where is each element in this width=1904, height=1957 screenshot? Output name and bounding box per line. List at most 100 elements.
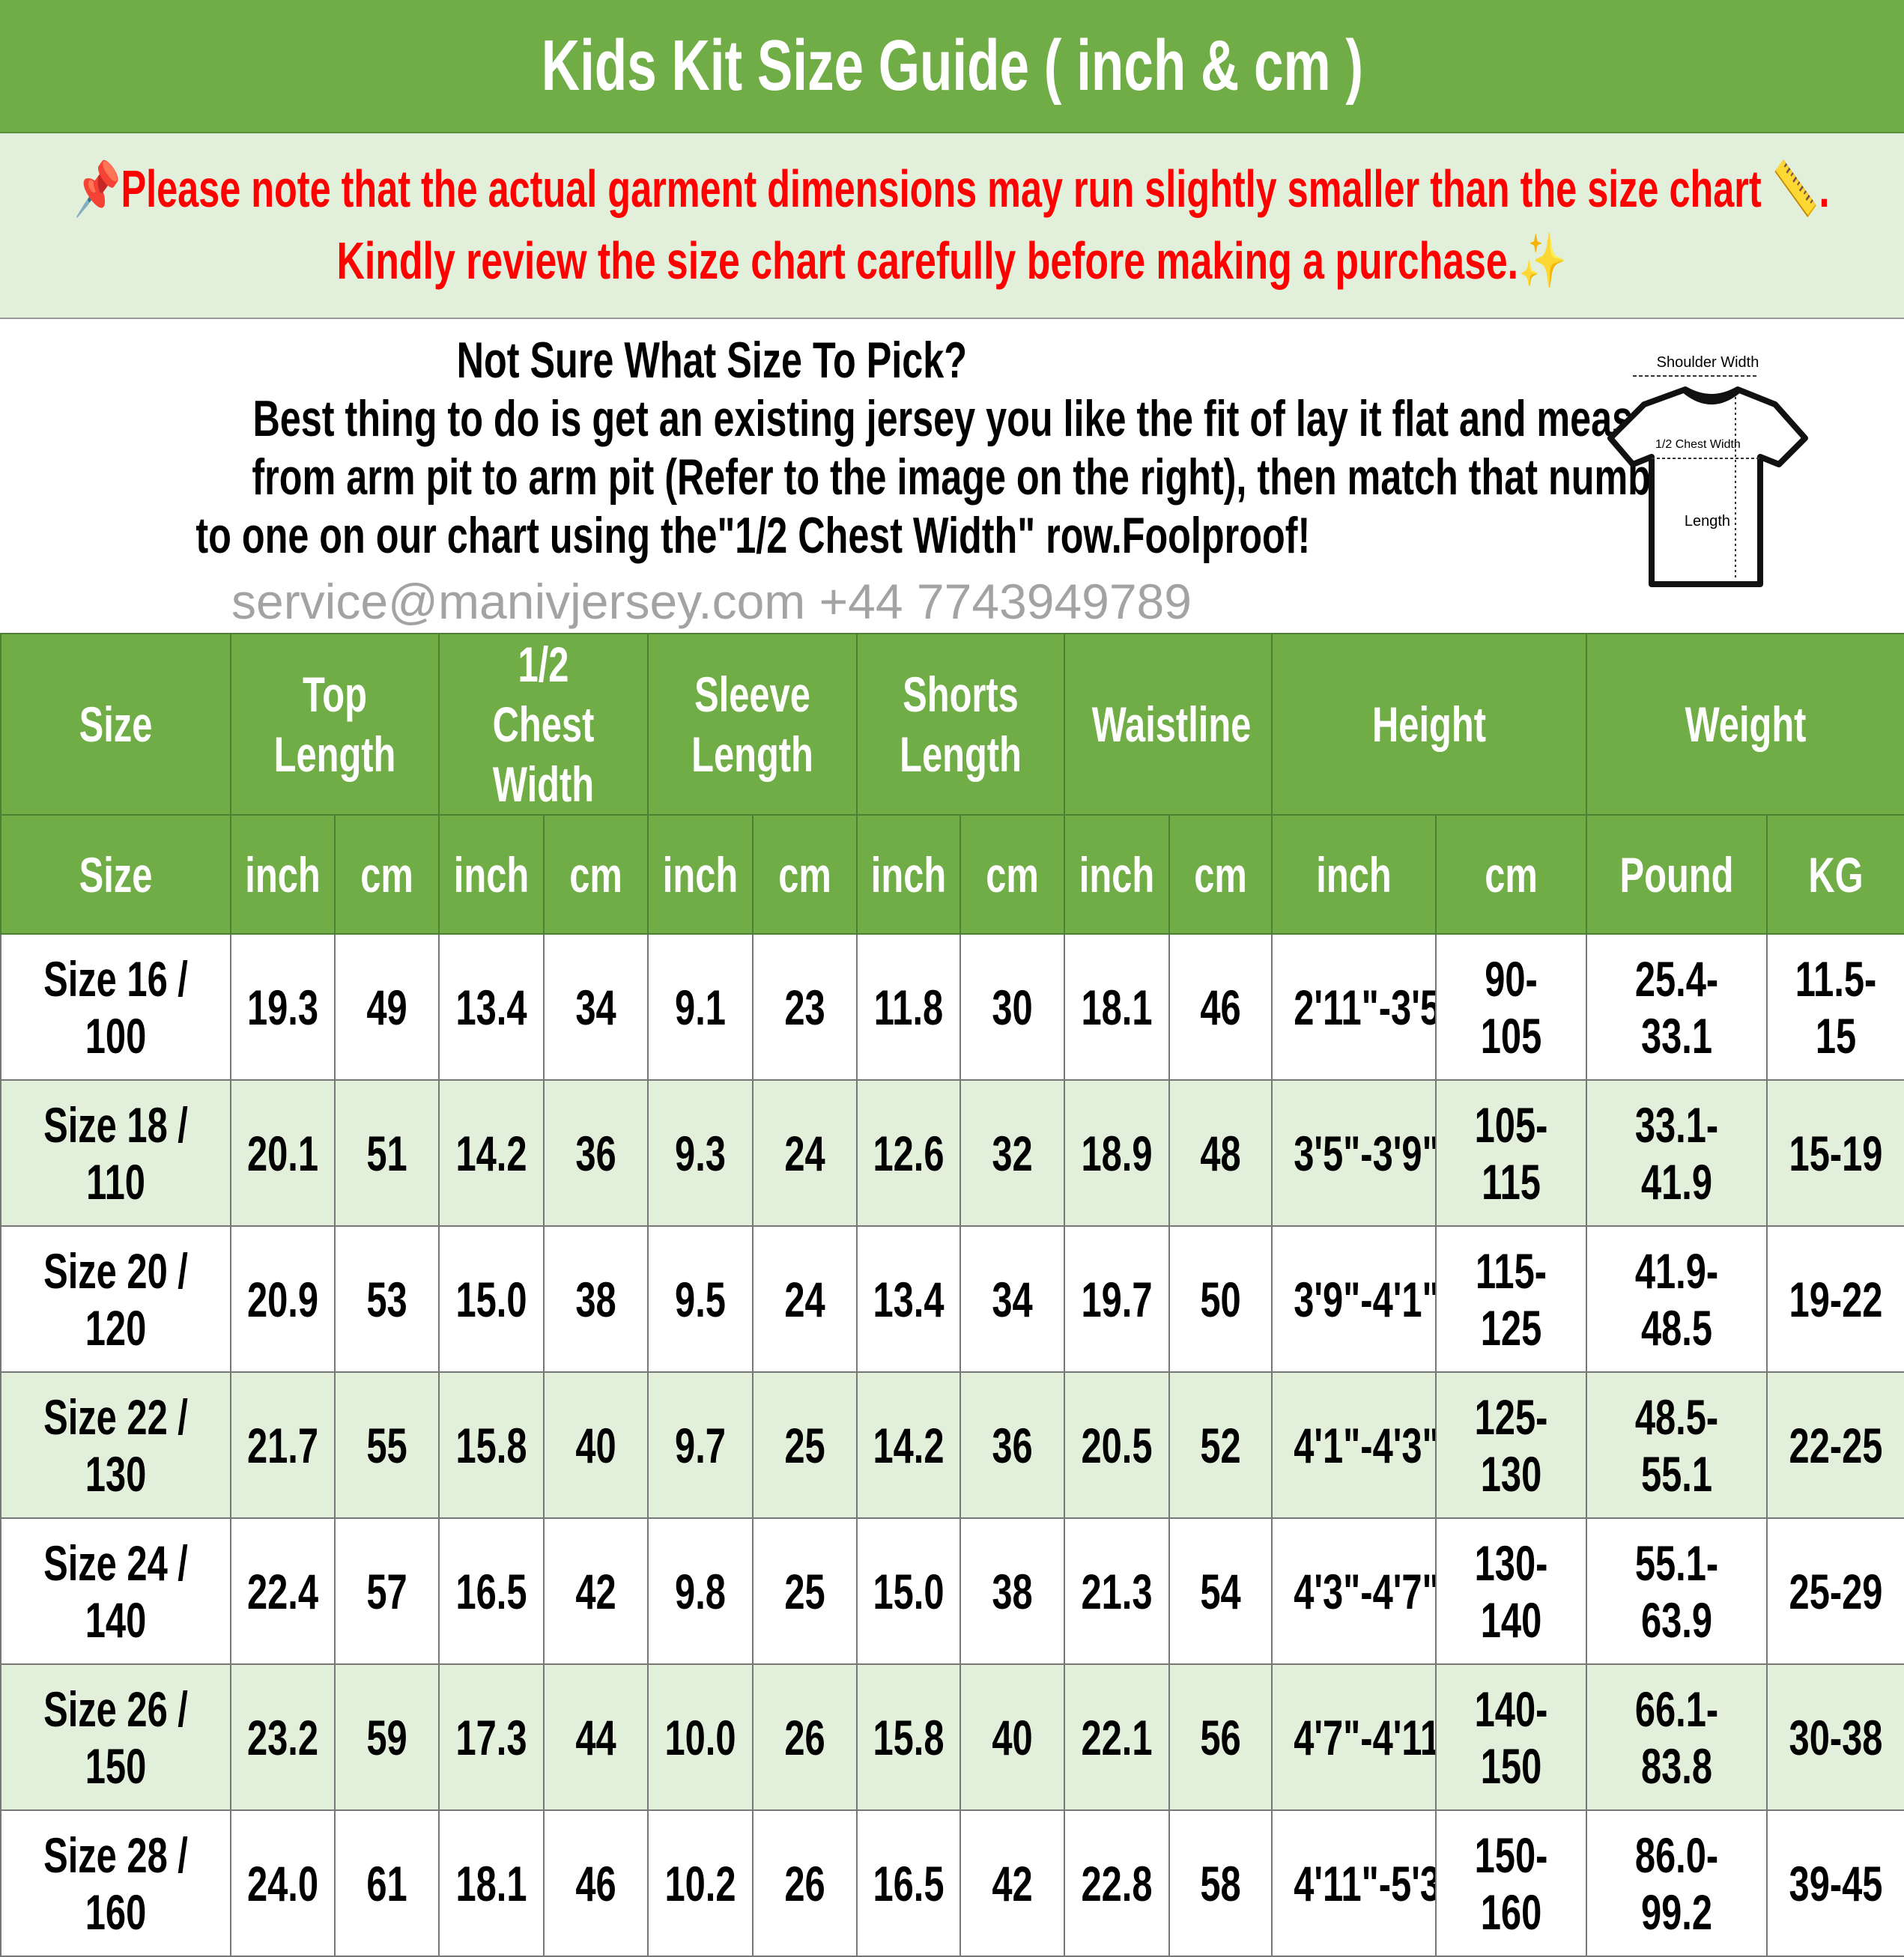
intro-line: from arm pit to arm pit (Refer to the im…: [252, 449, 1687, 506]
value-cell: 15-19: [1766, 1079, 1904, 1227]
value-cell: 115-125: [1435, 1225, 1588, 1373]
size-cell: Size 22 / 130: [0, 1371, 231, 1519]
unit-header: inch: [438, 814, 545, 935]
value-cell: 9.3: [647, 1079, 754, 1227]
size-cell: Size 28 / 160: [0, 1809, 231, 1957]
size-cell: Size 20 / 120: [0, 1225, 231, 1373]
value-cell: 130-140: [1435, 1517, 1588, 1665]
value-cell: 38: [959, 1517, 1066, 1665]
value-cell: 22-25: [1766, 1371, 1904, 1519]
value-cell: 9.1: [647, 933, 754, 1081]
size-cell: Size 26 / 150: [0, 1663, 231, 1811]
shoulder-width-label: Shoulder Width: [1657, 354, 1759, 371]
value-cell: 26: [752, 1663, 858, 1811]
value-cell: 15.8: [856, 1663, 962, 1811]
intro-heading: Not Sure What Size To Pick?: [456, 332, 967, 389]
value-cell: 9.8: [647, 1517, 754, 1665]
unit-header: KG: [1766, 814, 1904, 935]
value-cell: 15.8: [438, 1371, 545, 1519]
tshirt-diagram: Shoulder Width 1/2 Chest Width Length: [1607, 354, 1808, 587]
value-cell: 125-130: [1435, 1371, 1588, 1519]
value-cell: 9.7: [647, 1371, 754, 1519]
value-cell: 3'5"-3'9": [1271, 1079, 1437, 1227]
value-cell: 25-29: [1766, 1517, 1904, 1665]
value-cell: 150-160: [1435, 1809, 1588, 1957]
value-cell: 46: [542, 1809, 649, 1957]
value-cell: 21.7: [230, 1371, 336, 1519]
table-row: Size 20 / 120 20.9 53 15.0 38 9.5 24 13.4 34 19.7…: [0, 1225, 1904, 1373]
group-header: Size: [0, 633, 231, 816]
value-cell: 90-105: [1435, 933, 1588, 1081]
value-cell: 48: [1168, 1079, 1273, 1227]
value-cell: 19-22: [1766, 1225, 1904, 1373]
unit-header: cm: [959, 814, 1066, 935]
value-cell: 56: [1168, 1663, 1273, 1811]
value-cell: 53: [334, 1225, 440, 1373]
value-cell: 20.5: [1064, 1371, 1171, 1519]
value-cell: 24: [752, 1225, 858, 1373]
value-cell: 42: [542, 1517, 649, 1665]
value-cell: 18.9: [1064, 1079, 1171, 1227]
value-cell: 55.1-63.9: [1586, 1517, 1768, 1665]
value-cell: 20.9: [230, 1225, 336, 1373]
value-cell: 59: [334, 1663, 440, 1811]
value-cell: 34: [542, 933, 649, 1081]
size-table: Size Top Length 1/2 Chest Width Sleeve Leng…: [0, 633, 1904, 1957]
value-cell: 25.4-33.1: [1586, 933, 1768, 1081]
value-cell: 42: [959, 1809, 1066, 1957]
unit-header: inch: [230, 814, 336, 935]
value-cell: 11.8: [856, 933, 962, 1081]
note-line-1: Please note that the actual garment dime…: [121, 160, 1762, 218]
value-cell: 23: [752, 933, 858, 1081]
value-cell: 18.1: [1064, 933, 1171, 1081]
value-cell: 40: [959, 1663, 1066, 1811]
value-cell: 19.3: [230, 933, 336, 1081]
value-cell: 24: [752, 1079, 858, 1227]
value-cell: 14.2: [438, 1079, 545, 1227]
value-cell: 20.1: [230, 1079, 336, 1227]
value-cell: 33.1-41.9: [1586, 1079, 1768, 1227]
value-cell: 16.5: [438, 1517, 545, 1665]
value-cell: 54: [1168, 1517, 1273, 1665]
ruler-icon: 📏: [1772, 160, 1819, 218]
value-cell: 3'9"-4'1": [1271, 1225, 1437, 1373]
value-cell: 55: [334, 1371, 440, 1519]
value-cell: 34: [959, 1225, 1066, 1373]
value-cell: 10.2: [647, 1809, 754, 1957]
value-cell: 15.0: [438, 1225, 545, 1373]
chest-width-label: 1/2 Chest Width: [1655, 438, 1741, 451]
value-cell: 22.4: [230, 1517, 336, 1665]
unit-header: Size: [0, 814, 231, 935]
value-cell: 13.4: [438, 933, 545, 1081]
note-line-2: Kindly review the size chart carefully b…: [336, 231, 1519, 290]
unit-header: cm: [334, 814, 440, 935]
value-cell: 14.2: [856, 1371, 962, 1519]
header-group-row: Size Top Length 1/2 Chest Width Sleeve Leng…: [0, 633, 1904, 816]
value-cell: 22.1: [1064, 1663, 1171, 1811]
intro-section: Not Sure What Size To Pick? Best thing t…: [0, 319, 1904, 635]
value-cell: 32: [959, 1079, 1066, 1227]
unit-header: cm: [542, 814, 649, 935]
value-cell: 41.9-48.5: [1586, 1225, 1768, 1373]
group-header: Shorts Length: [856, 633, 1066, 816]
value-cell: 36: [542, 1079, 649, 1227]
value-cell: 13.4: [856, 1225, 962, 1373]
value-cell: 40: [542, 1371, 649, 1519]
value-cell: 17.3: [438, 1663, 545, 1811]
table-row: Size 26 / 150 23.2 59 17.3 44 10.0 26 15.8 40 22.…: [0, 1663, 1904, 1811]
size-cell: Size 18 / 110: [0, 1079, 231, 1227]
unit-header: cm: [752, 814, 858, 935]
group-header: 1/2 Chest Width: [437, 633, 649, 816]
table-row: Size 22 / 130 21.7 55 15.8 40 9.7 25 14.2 36 20.5…: [0, 1371, 1904, 1519]
value-cell: 30: [959, 933, 1066, 1081]
value-cell: 4'3"-4'7": [1271, 1517, 1437, 1665]
value-cell: 140-150: [1435, 1663, 1588, 1811]
value-cell: 48.5-55.1: [1586, 1371, 1768, 1519]
size-cell: Size 16 / 100: [0, 933, 231, 1081]
value-cell: 2'11"-3'5": [1271, 933, 1437, 1081]
page-title: Kids Kit Size Guide ( inch & cm ): [0, 0, 1904, 133]
unit-header: cm: [1435, 814, 1588, 935]
value-cell: 23.2: [230, 1663, 336, 1811]
value-cell: 51: [334, 1079, 440, 1227]
value-cell: 24.0: [230, 1809, 336, 1957]
